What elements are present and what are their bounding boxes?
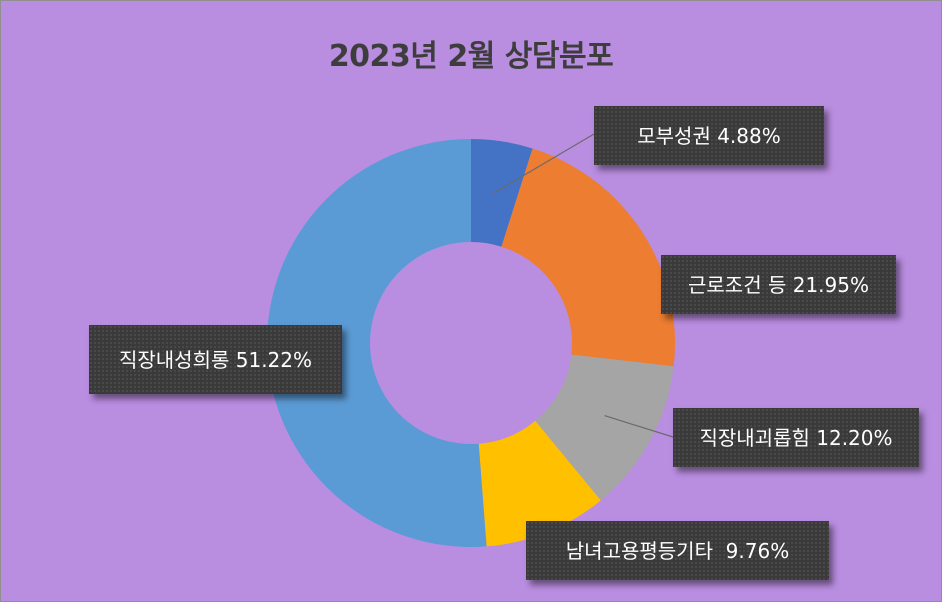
data-label-goerophim: 직장내괴롭힘 12.20% — [673, 408, 919, 467]
data-label-namnyeo: 남녀고용평등기타 9.76% — [526, 521, 829, 580]
data-label-seonghuirong: 직장내성희롱 51.22% — [89, 325, 342, 394]
leader-line-goerophim — [604, 415, 674, 438]
slice-seonghuirong — [267, 139, 487, 547]
slice-namnyeo — [478, 420, 601, 547]
chart-title: 2023년 2월 상담분포 — [328, 39, 614, 74]
leader-lines — [493, 133, 674, 438]
slices — [267, 139, 675, 547]
data-label-geunro: 근로조건 등 21.95% — [661, 255, 896, 314]
slice-mobuseong — [471, 139, 533, 247]
data-label-mobuseong: 모부성권 4.88% — [594, 106, 824, 165]
slice-geunro — [501, 148, 675, 367]
slice-goerophim — [535, 354, 674, 501]
leader-line-mobuseong — [493, 133, 595, 194]
